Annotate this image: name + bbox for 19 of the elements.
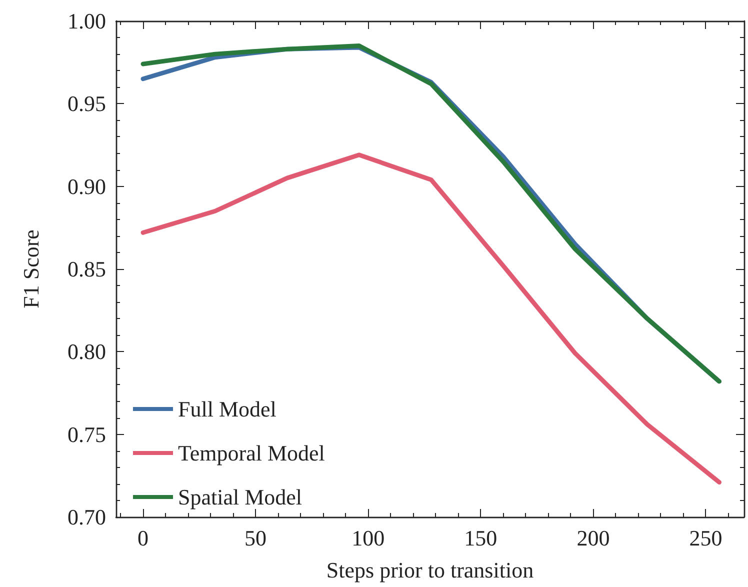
- y-tick-label: 0.95: [68, 91, 106, 116]
- legend-label: Spatial Model: [178, 484, 302, 510]
- y-tick-label: 1.00: [68, 8, 106, 34]
- x-tick-label: 0: [138, 526, 149, 550]
- y-axis-title: F1 Score: [18, 230, 44, 308]
- y-tick-label: 0.75: [68, 422, 106, 447]
- x-tick-label: 50: [244, 526, 267, 550]
- x-tick-label: 200: [576, 526, 610, 550]
- y-tick-label: 0.80: [68, 339, 106, 364]
- x-tick-label: 100: [352, 526, 385, 550]
- legend-label: Full Model: [178, 396, 276, 422]
- x-tick-label: 150: [464, 526, 498, 550]
- line-series: [140, 152, 722, 485]
- y-tick-label: 0.85: [68, 256, 106, 282]
- legend-label: Temporal Model: [178, 440, 325, 466]
- x-tick-label: 250: [689, 526, 722, 550]
- y-tick-label: 0.90: [68, 174, 106, 199]
- x-axis-title: Steps prior to transition: [326, 558, 534, 582]
- y-tick-label: 0.70: [68, 504, 106, 530]
